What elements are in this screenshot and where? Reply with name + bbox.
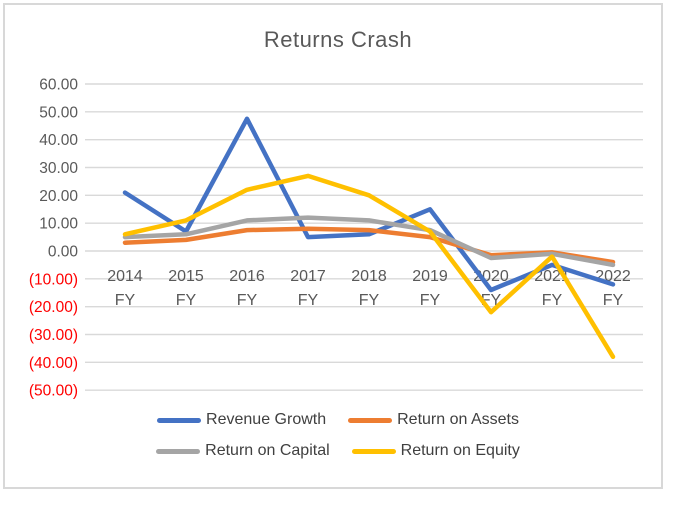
legend-swatch-revenue-growth-icon (157, 417, 202, 423)
y-tick-label: 50.00 (39, 104, 78, 121)
x-tick-fy-label: FY (359, 292, 380, 309)
x-tick-fy-label: FY (115, 292, 136, 309)
legend-swatch-return-on-capital-icon (156, 448, 201, 454)
x-tick-fy-label: FY (420, 292, 441, 309)
legend-label-return-on-equity: Return on Equity (400, 442, 520, 459)
legend-row-1: Revenue Growth Return on Assets (0, 411, 676, 429)
legend-row-2: Return on Capital Return on Equity (0, 442, 676, 460)
legend-item-return-on-assets[interactable]: Return on Assets (348, 411, 519, 429)
y-tick-label: 40.00 (39, 132, 78, 149)
legend-label-return-on-assets: Return on Assets (397, 411, 519, 428)
y-tick-label: (10.00) (29, 271, 78, 288)
legend-swatch-return-on-equity-icon (351, 448, 396, 454)
x-tick-year-label: 2019 (412, 268, 448, 285)
y-tick-label: (20.00) (29, 299, 78, 316)
y-tick-label: 0.00 (48, 244, 79, 261)
legend: Revenue Growth Return on Assets Return o… (0, 411, 676, 473)
x-tick-fy-label: FY (603, 292, 624, 309)
y-tick-label: 10.00 (39, 216, 78, 233)
x-tick-fy-label: FY (176, 292, 197, 309)
x-tick-year-label: 2017 (290, 268, 326, 285)
y-tick-label: 60.00 (39, 77, 78, 94)
y-tick-label: (30.00) (29, 327, 78, 344)
legend-item-revenue-growth[interactable]: Revenue Growth (157, 411, 326, 429)
x-tick-fy-label: FY (237, 292, 258, 309)
series-line-return-on-equity[interactable] (122, 173, 616, 360)
y-tick-label: (50.00) (29, 383, 78, 400)
legend-item-return-on-capital[interactable]: Return on Capital (156, 442, 330, 460)
legend-label-return-on-capital: Return on Capital (205, 442, 330, 459)
x-tick-fy-label: FY (542, 292, 563, 309)
y-tick-label: (40.00) (29, 355, 78, 372)
legend-item-return-on-equity[interactable]: Return on Equity (351, 442, 520, 460)
series-line-return-on-capital[interactable] (122, 215, 616, 268)
y-tick-label: 30.00 (39, 160, 78, 177)
x-tick-fy-label: FY (298, 292, 319, 309)
legend-label-revenue-growth: Revenue Growth (206, 411, 327, 428)
plot-area: 60.00 50.00 40.00 30.00 20.00 10.00 0.00 (10.00… (29, 77, 643, 400)
x-tick-year-label: 2018 (351, 268, 387, 285)
x-tick-year-label: 2014 (107, 268, 143, 285)
legend-swatch-return-on-assets-icon (348, 417, 393, 423)
chart-title: Returns Crash (263, 27, 413, 52)
y-tick-label: 20.00 (39, 188, 78, 205)
x-tick-year-label: 2015 (168, 268, 204, 285)
series-line-revenue-growth[interactable] (122, 116, 616, 293)
x-tick-year-label: 2016 (229, 268, 265, 285)
